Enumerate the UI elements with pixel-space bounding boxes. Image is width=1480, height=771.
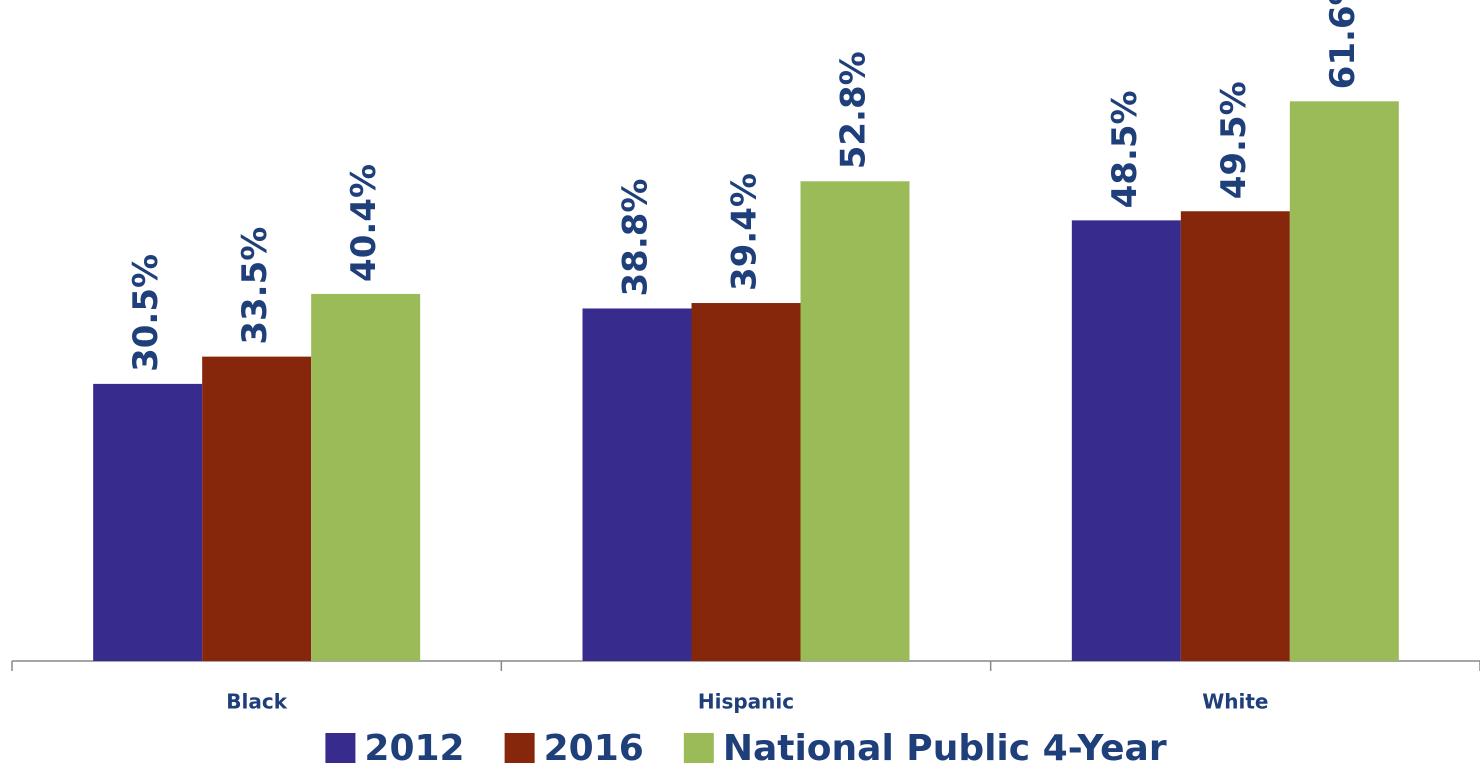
- bar: [691, 303, 801, 661]
- x-tick-label: Black: [226, 690, 287, 714]
- value-label: 38.8%: [616, 179, 656, 297]
- value-label: 30.5%: [126, 254, 166, 372]
- bar: [202, 356, 312, 661]
- x-tick-label: White: [1202, 690, 1268, 714]
- legend-label: 2012: [364, 728, 464, 769]
- legend-label: National Public 4-Year: [723, 728, 1167, 769]
- bar: [1071, 220, 1181, 662]
- value-label: 33.5%: [235, 227, 275, 345]
- value-label: 39.4%: [725, 173, 765, 291]
- value-label: 40.4%: [344, 164, 384, 282]
- bar: [800, 181, 910, 661]
- bar: [93, 383, 203, 661]
- value-label: 52.8%: [834, 51, 874, 169]
- bar: [1289, 101, 1399, 661]
- legend-swatch: [683, 733, 714, 763]
- legend-label: 2016: [544, 728, 644, 769]
- bar: [1180, 211, 1290, 661]
- x-tick-label: Hispanic: [698, 690, 794, 714]
- bar: [311, 293, 421, 661]
- value-label: 48.5%: [1105, 90, 1145, 208]
- value-label: 61.6%: [1323, 0, 1363, 89]
- bar: [582, 308, 692, 661]
- legend-swatch: [325, 733, 356, 763]
- value-label: 49.5%: [1214, 81, 1254, 199]
- legend-swatch: [504, 733, 535, 763]
